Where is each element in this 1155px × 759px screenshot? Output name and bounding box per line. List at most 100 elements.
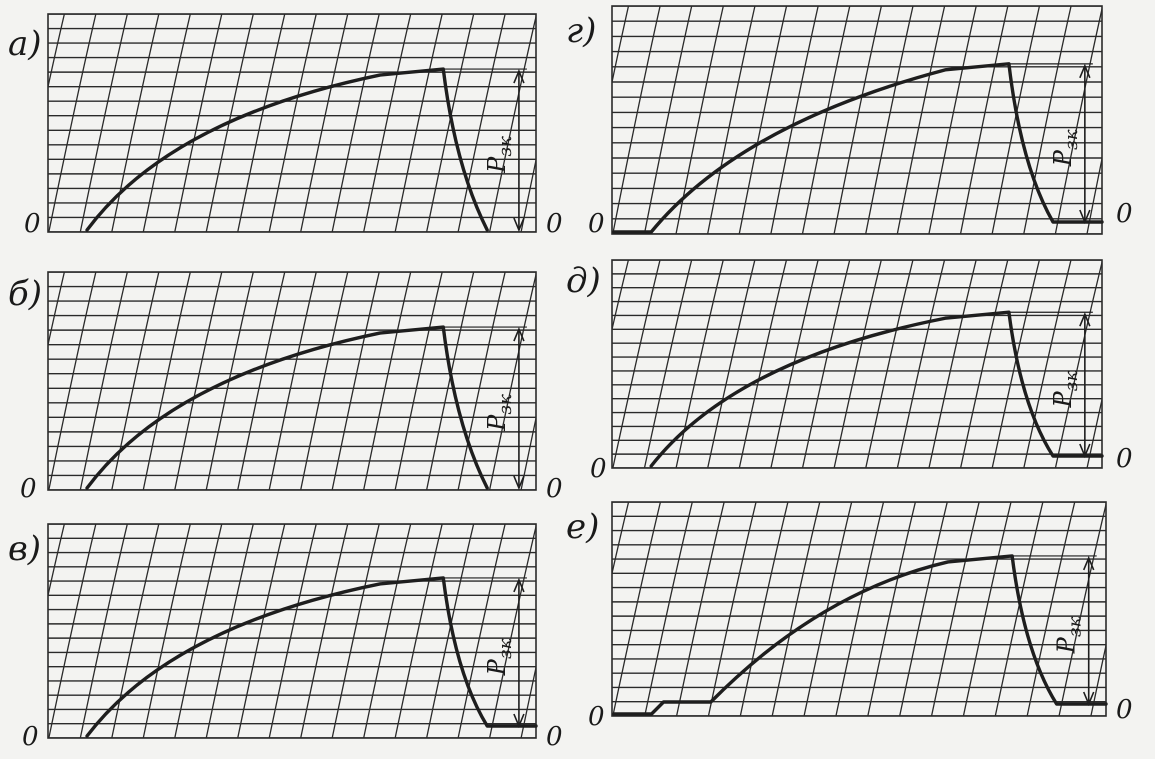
grid-arc (111, 14, 160, 232)
grid-arc (79, 272, 129, 490)
arrow-head-up (1079, 63, 1091, 79)
grid-arc (237, 14, 286, 232)
grid-arc (142, 14, 191, 232)
grid-arc (457, 272, 506, 490)
grid-arc (331, 524, 380, 738)
panel-label-g: г) (566, 11, 596, 51)
pzk-subscript: зк (495, 394, 516, 415)
zero-right-g: 0 (1116, 199, 1133, 229)
grid-arc (1023, 260, 1072, 468)
grid-arc (1058, 502, 1106, 716)
grid-arc (959, 260, 1009, 468)
grid-arc (142, 524, 191, 738)
grid-arc (612, 6, 661, 234)
panel-b: Pзк б) 0 0 (8, 271, 563, 504)
grid-arc (1026, 502, 1076, 716)
grid-arc (205, 272, 254, 490)
arrow-head-up (1082, 555, 1095, 571)
grid-arc (174, 272, 223, 490)
grid-arc (517, 256, 566, 472)
grid-arc (675, 502, 725, 716)
grid-border (611, 259, 1103, 469)
arrow-head-down (1082, 691, 1095, 707)
arrow-head-down (513, 713, 525, 729)
zero-left-e: 0 (588, 702, 605, 732)
grid-arc (612, 502, 630, 577)
grid-arc (833, 6, 883, 234)
grid-arc (896, 260, 946, 468)
panel-label-b: б) (8, 274, 42, 314)
grid-border (47, 13, 537, 233)
grid-arc (959, 6, 1009, 234)
grid-arc (425, 524, 475, 738)
grid-arc (331, 14, 380, 232)
grid-arc (739, 502, 789, 716)
trace-g (612, 62, 1104, 234)
grid-arc (520, 157, 536, 232)
grid-arc (899, 502, 948, 716)
trace-e (612, 554, 1108, 716)
grid-arc (0, 10, 2, 236)
grid-arc (48, 272, 66, 348)
pzk-label: Pзк (483, 638, 516, 676)
zero-left-b: 0 (20, 474, 37, 504)
grid-arc (928, 260, 977, 468)
grid-arc (644, 502, 693, 716)
grid-arc (48, 272, 97, 490)
grid-arc (643, 260, 693, 468)
grid-arc (1149, 256, 1155, 472)
grid-arc (1054, 260, 1102, 468)
grid-arc (612, 260, 661, 468)
pzk-label: Pзк (483, 394, 516, 432)
grid-arc (1122, 498, 1155, 720)
grid-border (611, 501, 1107, 717)
panel-label-e: е) (566, 507, 599, 547)
arrow-head-down (513, 475, 525, 491)
panel-label-v: в) (8, 529, 41, 569)
grid-arc (362, 14, 412, 232)
grid-arc (488, 272, 536, 490)
trace-a (85, 67, 489, 232)
pzk-letter: P (1053, 636, 1081, 654)
grid-arc (174, 524, 223, 738)
grid-arc (394, 524, 443, 738)
grid-arc (675, 6, 724, 234)
grid-arc (612, 502, 662, 716)
grid-e (612, 498, 1155, 720)
zero-left-v: 0 (22, 722, 39, 752)
zero-left-g: 0 (588, 209, 605, 239)
zero-right-e: 0 (1116, 695, 1133, 725)
grid-arc (457, 14, 506, 232)
grid-arc (394, 14, 443, 232)
grid-arc (48, 14, 66, 90)
grid-arc (643, 6, 693, 234)
grid-arc (612, 6, 630, 86)
grid-arc (268, 272, 317, 490)
grid-arc (268, 524, 317, 738)
pzk-subscript: зк (495, 136, 516, 157)
grid-arc (1054, 6, 1102, 234)
grid-arc (79, 524, 129, 738)
grid-arc (488, 14, 536, 232)
grid-arc (488, 524, 536, 738)
grid-arc (803, 502, 853, 716)
grid-arc (833, 260, 882, 468)
grid-arc (1118, 256, 1155, 472)
grid-arc (865, 6, 914, 234)
arrow-head-up (513, 68, 525, 84)
pzk-letter: P (483, 414, 511, 432)
grid-arc (612, 260, 630, 333)
panel-a: Pзк а) 0 0 (0, 10, 563, 239)
grid-a (0, 10, 536, 236)
grid-arc (111, 272, 160, 490)
pzk-label: Pзк (1049, 371, 1082, 409)
grid-arc (706, 6, 756, 234)
pzk-label: Pзк (1049, 129, 1082, 167)
grid-arc (770, 6, 819, 234)
arrow-head-down (1079, 209, 1091, 225)
grid-arc (1023, 6, 1072, 234)
pzk-subscript: зк (1065, 616, 1086, 637)
grid-arc (896, 6, 946, 234)
grid-arc (865, 260, 914, 468)
grid-arc (991, 260, 1041, 468)
